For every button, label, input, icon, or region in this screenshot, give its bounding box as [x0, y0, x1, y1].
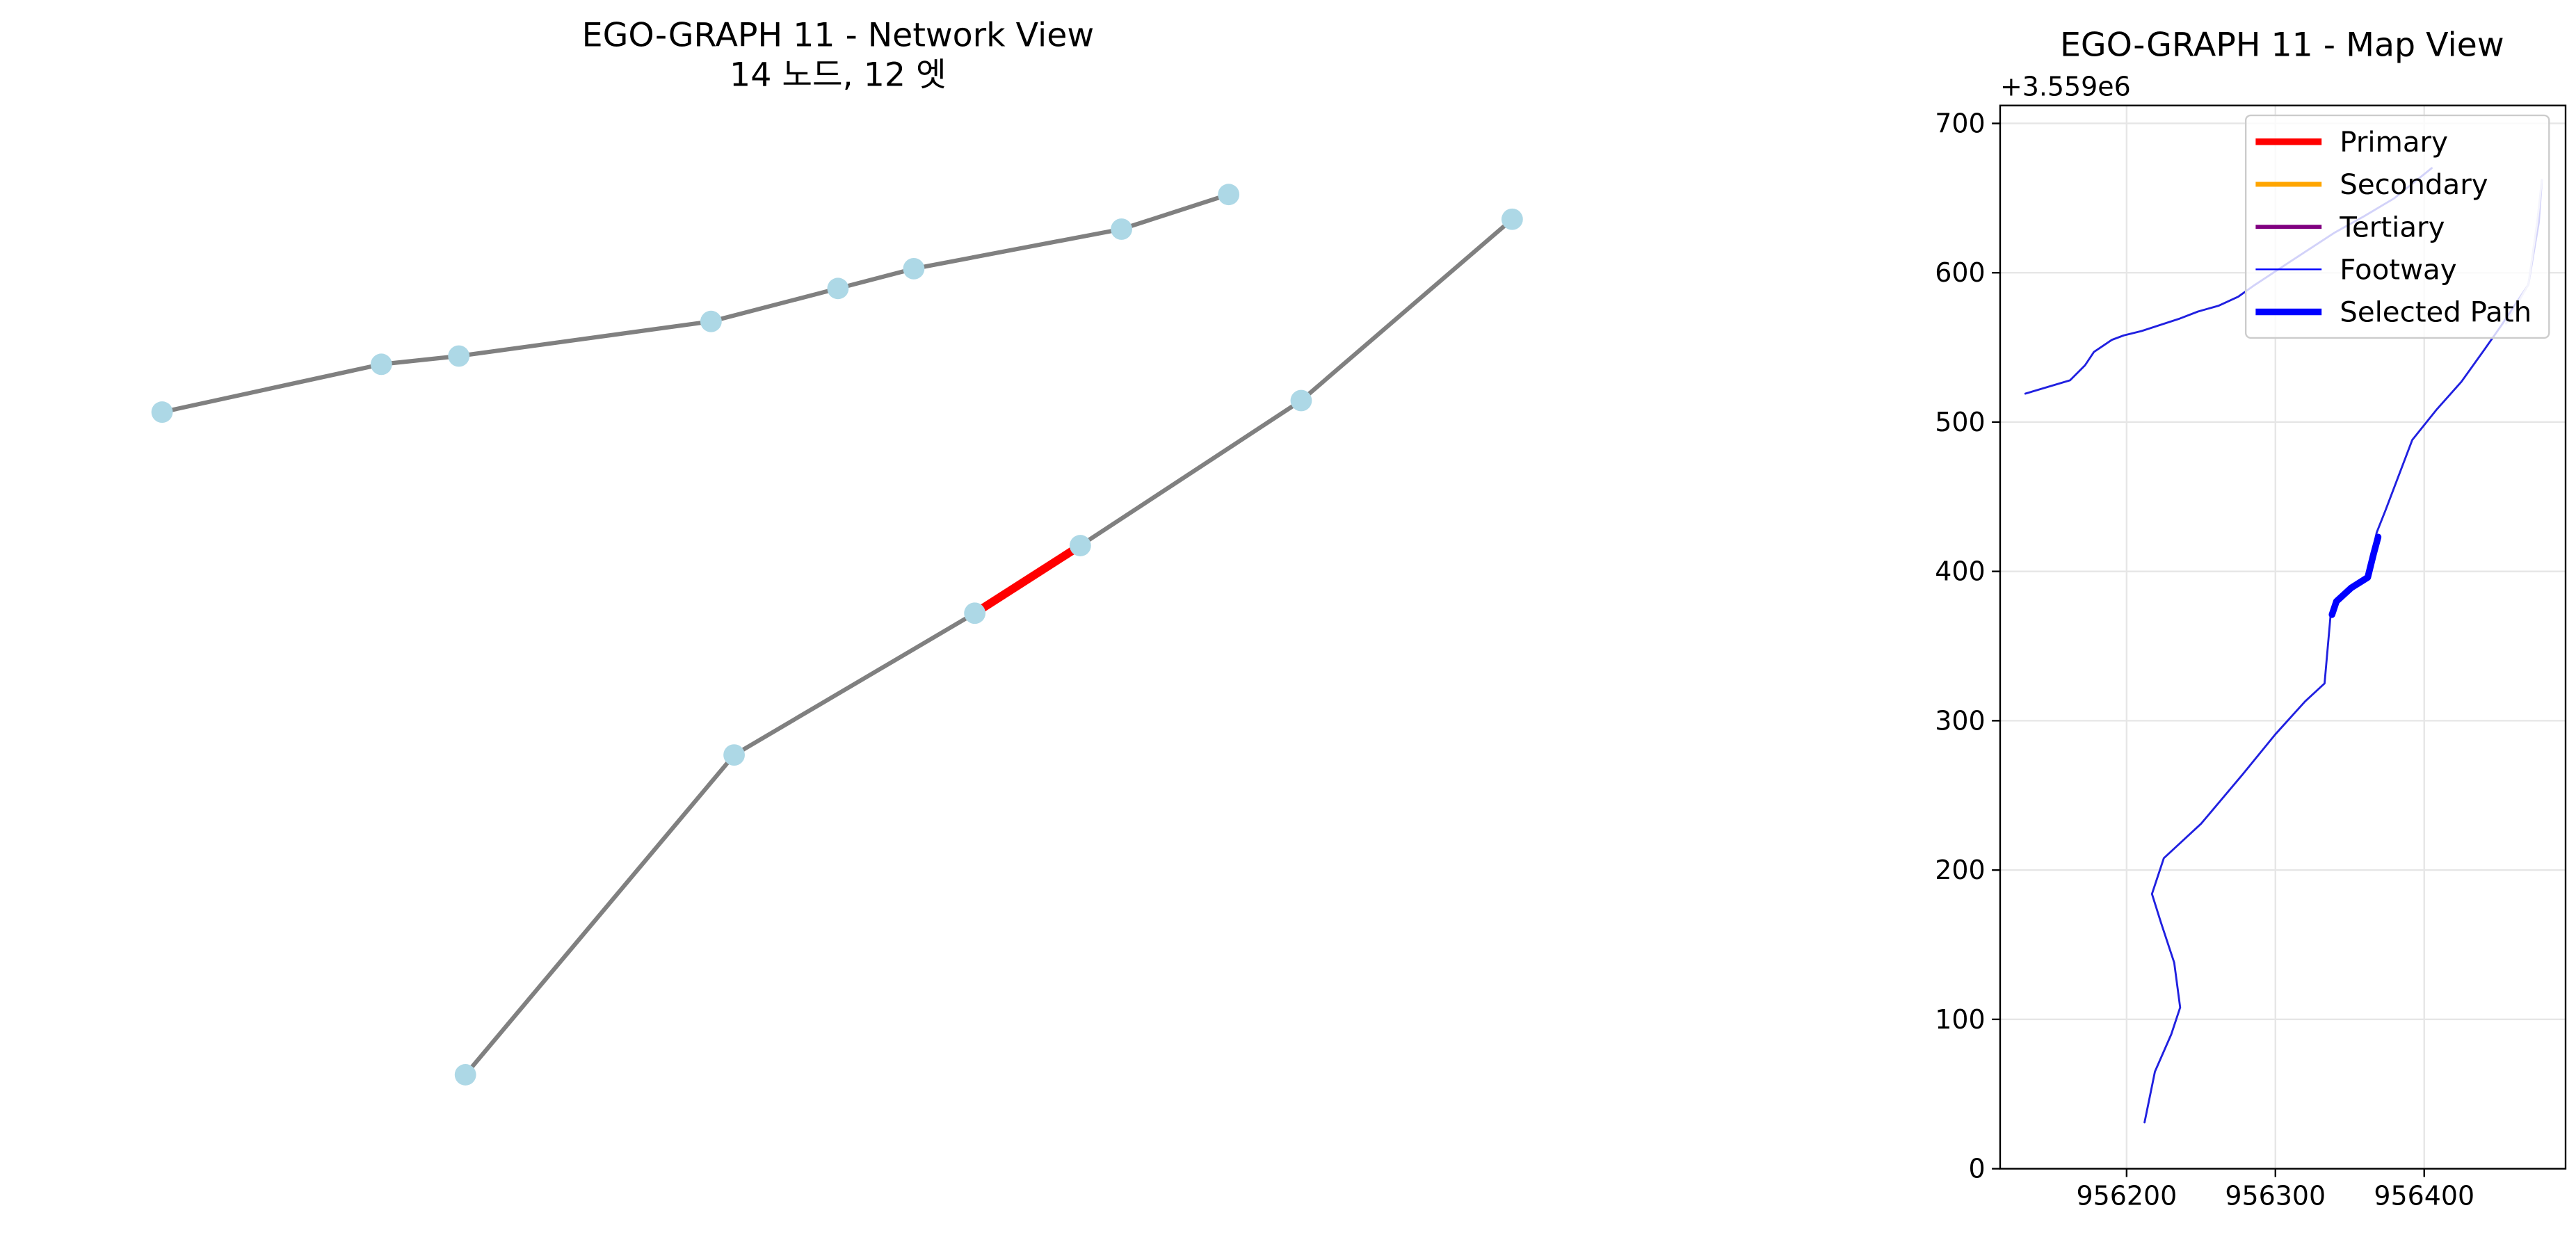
network-edge: [733, 611, 976, 757]
map-panel: EGO-GRAPH 11 - Map View +3.559e6 956200 9…: [1935, 26, 2567, 1211]
network-node: [1218, 184, 1240, 206]
network-nodes: [151, 184, 1523, 1086]
network-node: [700, 310, 722, 332]
y-tick-label: 100: [1935, 1004, 1985, 1035]
x-tick-label: 956400: [2374, 1181, 2474, 1211]
highlighted-edge: [972, 542, 1083, 617]
network-title: EGO-GRAPH 11 - Network View: [582, 16, 1094, 54]
network-node: [964, 602, 986, 624]
y-offset-label: +3.559e6: [2000, 71, 2131, 102]
y-tick-label: 400: [1935, 556, 1985, 587]
network-edge: [1299, 217, 1514, 403]
network-subtitle: 14 노드, 12 엣: [730, 56, 947, 94]
network-edge: [380, 353, 460, 366]
network-edge: [1120, 192, 1230, 232]
y-tick-label: 700: [1935, 108, 1985, 139]
network-edge: [913, 227, 1122, 271]
map-ticks: 956200 956300 956400 0 100 200 300 400 500 600 700: [1935, 108, 2474, 1211]
legend-label: Secondary: [2340, 168, 2488, 201]
legend-label: Primary: [2340, 126, 2448, 159]
legend-box: [2244, 114, 2550, 339]
network-node: [151, 401, 173, 423]
network-edges: [161, 192, 1514, 1077]
y-tick-label: 300: [1935, 705, 1985, 736]
network-node: [723, 744, 745, 766]
y-tick-label: 600: [1935, 257, 1985, 288]
x-tick-label: 956300: [2225, 1181, 2326, 1211]
network-edge: [1079, 398, 1303, 548]
map-title: EGO-GRAPH 11 - Map View: [2060, 26, 2504, 65]
network-edge: [458, 319, 711, 359]
network-edge: [710, 286, 839, 324]
network-node: [448, 345, 470, 367]
network-edge: [837, 266, 915, 291]
network-node: [1069, 535, 1091, 556]
network-node: [1501, 208, 1523, 230]
map-legend: Primary Secondary Tertiary Footway Selected …: [2244, 114, 2550, 339]
x-tick-label: 956200: [2076, 1181, 2177, 1211]
y-tick-label: 500: [1935, 407, 1985, 437]
legend-label: Tertiary: [2339, 211, 2445, 243]
legend-label: Selected Path: [2340, 296, 2531, 329]
network-panel: EGO-GRAPH 11 - Network View 14 노드, 12 엣: [151, 16, 1523, 1086]
network-node: [903, 257, 925, 280]
selected-path-line: [2328, 533, 2382, 618]
y-tick-label: 200: [1935, 855, 1985, 885]
network-node: [1111, 218, 1133, 240]
network-edge: [161, 362, 382, 414]
legend-label: Footway: [2340, 254, 2456, 287]
network-node: [1290, 389, 1312, 412]
network-node: [454, 1064, 476, 1086]
network-edge: [463, 753, 736, 1077]
network-node: [370, 353, 392, 376]
y-tick-label: 0: [1969, 1154, 1986, 1184]
network-node: [827, 277, 849, 300]
map-axes-frame: [1999, 104, 2567, 1170]
